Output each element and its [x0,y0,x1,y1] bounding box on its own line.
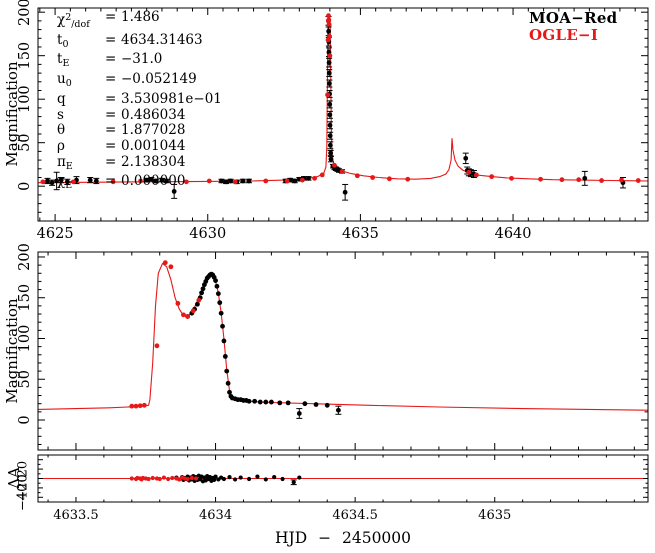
param-row: tE = −31.0 [57,51,163,70]
param-row: ρ = 0.001044 [57,137,186,154]
top-tick-labels: 4625 4630 4635 4640 0 50 100 150 200 [17,0,531,242]
middle-model-curve [37,262,649,411]
x-axis-label: HJD − 2450000 [274,529,412,547]
param-row: θ = 1.877028 [57,122,186,139]
param-row: πE = 2.138304 [57,153,186,172]
svg-text:50: 50 [17,370,33,388]
param-row: t0 = 4634.31463 [57,31,203,50]
svg-text:0: 0 [17,182,33,191]
param-row: q = 3.530981e−01 [57,90,222,107]
middle-points-moa [185,271,342,419]
residual-ticks [38,454,648,503]
svg-text:−20: −20 [16,474,31,501]
legend-entry-ogle: OGLE−I [529,25,599,44]
svg-text:4625: 4625 [37,226,74,242]
svg-text:200: 200 [17,0,33,26]
param-row: s = 0.486034 [57,106,186,123]
svg-text:150: 150 [17,42,33,70]
svg-text:100: 100 [17,85,33,113]
legend: MOA−Red OGLE−I [529,10,617,43]
middle-tick-labels: 0 50 100 150 200 [17,243,33,424]
top-panel-ylabel: Magnification [3,61,21,167]
param-row: χ2/dof = 1.486 [57,9,160,30]
fit-parameters: χ2/dof = 1.486 t0 = 4634.31463 tE = −31.0 u0 = −0.0… [57,9,222,194]
top-ticks [38,8,648,222]
svg-text:4635: 4635 [342,226,379,242]
svg-text:4630: 4630 [189,226,226,242]
middle-panel-ylabel: Magnification [3,298,21,404]
svg-text:100: 100 [17,325,33,353]
residual-points-moa [174,473,302,486]
residual-points-ogle [129,475,199,482]
svg-text:50: 50 [17,133,33,151]
svg-text:0: 0 [16,474,31,482]
top-points-ogle [40,13,641,185]
svg-text:−40: −40 [16,484,31,511]
middle-panel: 0 50 100 150 200 [17,243,649,451]
svg-text:4634.5: 4634.5 [332,508,378,523]
residual-panel-ylabel: ΔA [5,467,23,489]
svg-text:0: 0 [17,415,33,424]
svg-text:4633.5: 4633.5 [53,508,99,523]
svg-text:4634: 4634 [199,508,232,523]
top-panel: 4625 4630 4635 4640 0 50 100 150 200 [17,0,649,242]
param-row: u0 = −0.052149 [57,71,197,90]
svg-text:150: 150 [17,284,33,312]
legend-entry-moa: MOA−Red [529,9,618,27]
param-row: χE = 0.000000 [57,173,186,192]
svg-text:4640: 4640 [495,226,532,242]
svg-text:4635: 4635 [478,508,511,523]
middle-points-ogle [129,260,202,409]
svg-text:20: 20 [16,461,31,478]
middle-ticks [38,252,648,450]
svg-text:200: 200 [17,243,33,271]
